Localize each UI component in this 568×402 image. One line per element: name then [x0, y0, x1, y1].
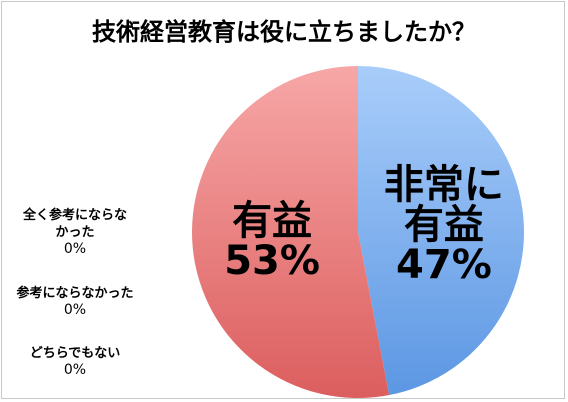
label-not-helpful: 参考にならなかった 0%	[0, 285, 150, 319]
slice-label-helpful-0: 有益	[232, 198, 312, 244]
pie-slice-very-helpful	[358, 66, 524, 396]
slice-label-very-helpful-0: 非常に	[384, 162, 504, 208]
label-not-helpful-at-all: 全く参考にならな かった 0%	[0, 207, 150, 258]
label-not-helpful-at-all-line1: 全く参考にならな	[22, 208, 127, 223]
label-not-helpful-pct: 0%	[63, 302, 87, 318]
label-not-helpful-at-all-pct: 0%	[63, 241, 87, 257]
chart-title: 技術経営教育は役に立ちましたか？	[92, 18, 476, 46]
label-neutral-line1: どちらでもない	[29, 346, 121, 361]
slice-label-very-helpful-1: 有益	[404, 202, 484, 248]
label-neutral-pct: 0%	[63, 362, 87, 378]
pie-slice-helpful	[191, 66, 390, 398]
slice-label-very-helpful-2: 47%	[396, 242, 492, 288]
slice-label-helpful-1: 53%	[224, 238, 320, 284]
label-neutral: どちらでもない 0%	[0, 345, 150, 379]
label-not-helpful-at-all-line2: かった	[55, 225, 95, 240]
label-not-helpful-line1: 参考にならなかった	[16, 286, 134, 301]
